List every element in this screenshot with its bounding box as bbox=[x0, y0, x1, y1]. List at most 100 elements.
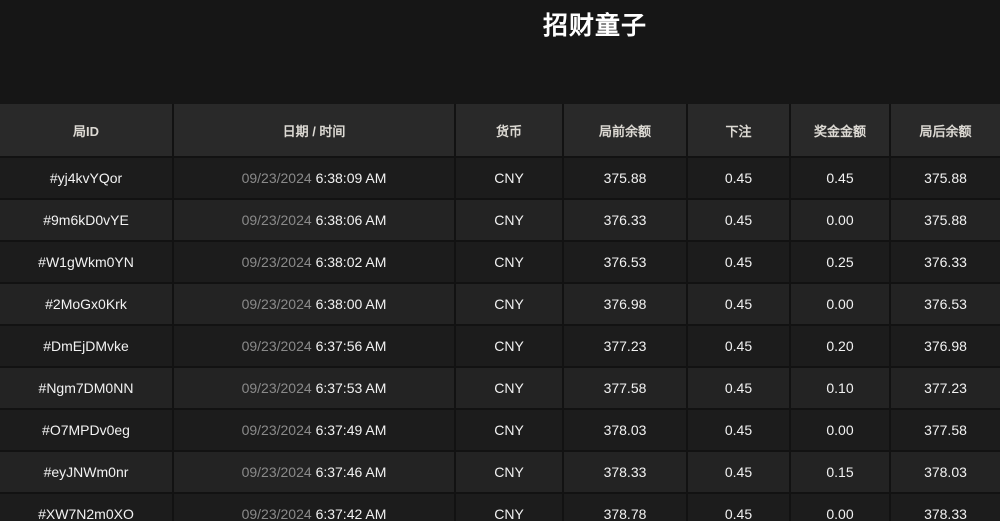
balance-before-cell: 375.88 bbox=[563, 157, 688, 200]
currency-cell: CNY bbox=[455, 283, 564, 326]
table-row: #O7MPDv0eg 09/23/2024 6:37:49 AM CNY 378.03… bbox=[0, 409, 1000, 452]
datetime-cell: 09/23/2024 6:37:56 AM bbox=[173, 325, 456, 368]
bet-cell: 0.45 bbox=[687, 325, 791, 368]
date-text: 09/23/2024 bbox=[241, 338, 312, 354]
balance-before-cell: 377.23 bbox=[563, 325, 688, 368]
date-text: 09/23/2024 bbox=[241, 296, 312, 312]
balance-after-cell: 378.03 bbox=[890, 451, 1000, 494]
column-header-prize: 奖金金额 bbox=[790, 104, 891, 158]
date-text: 09/23/2024 bbox=[241, 422, 312, 438]
balance-after-cell: 378.33 bbox=[890, 493, 1000, 521]
prize-cell: 0.00 bbox=[790, 493, 891, 521]
table-row: #DmEjDMvke 09/23/2024 6:37:56 AM CNY 377.23… bbox=[0, 325, 1000, 368]
balance-before-cell: 376.53 bbox=[563, 241, 688, 284]
balance-after-cell: 376.33 bbox=[890, 241, 1000, 284]
currency-cell: CNY bbox=[455, 157, 564, 200]
bet-cell: 0.45 bbox=[687, 493, 791, 521]
table-row: #yj4kvYQor 09/23/2024 6:38:09 AM CNY 375.88… bbox=[0, 157, 1000, 200]
bet-cell: 0.45 bbox=[687, 409, 791, 452]
balance-after-cell: 377.58 bbox=[890, 409, 1000, 452]
currency-cell: CNY bbox=[455, 199, 564, 242]
time-text: 6:38:02 AM bbox=[315, 254, 387, 270]
game-id-cell: #O7MPDv0eg bbox=[0, 409, 174, 452]
balance-before-cell: 378.78 bbox=[563, 493, 688, 521]
currency-cell: CNY bbox=[455, 325, 564, 368]
bet-cell: 0.45 bbox=[687, 367, 791, 410]
table-header: 局ID 日期 / 时间 货币 局前余额 下注 奖金金额 局后余额 bbox=[0, 104, 1000, 158]
balance-before-cell: 376.98 bbox=[563, 283, 688, 326]
column-header-game-id: 局ID bbox=[0, 104, 174, 158]
game-id-cell: #2MoGx0Krk bbox=[0, 283, 174, 326]
datetime-cell: 09/23/2024 6:37:46 AM bbox=[173, 451, 456, 494]
prize-cell: 0.00 bbox=[790, 283, 891, 326]
time-text: 6:37:49 AM bbox=[315, 422, 387, 438]
datetime-cell: 09/23/2024 6:37:42 AM bbox=[173, 493, 456, 521]
table-row: #XW7N2m0XO 09/23/2024 6:37:42 AM CNY 378.78… bbox=[0, 493, 1000, 521]
prize-cell: 0.45 bbox=[790, 157, 891, 200]
currency-cell: CNY bbox=[455, 409, 564, 452]
page-title: 招财童子 bbox=[542, 12, 647, 40]
balance-before-cell: 376.33 bbox=[563, 199, 688, 242]
table-row: #eyJNWm0nr 09/23/2024 6:37:46 AM CNY 378.33… bbox=[0, 451, 1000, 494]
date-text: 09/23/2024 bbox=[241, 212, 312, 228]
balance-before-cell: 378.33 bbox=[563, 451, 688, 494]
date-text: 09/23/2024 bbox=[241, 170, 312, 186]
prize-cell: 0.25 bbox=[790, 241, 891, 284]
datetime-cell: 09/23/2024 6:37:49 AM bbox=[173, 409, 456, 452]
time-text: 6:37:46 AM bbox=[315, 464, 387, 480]
game-history-table: 局ID 日期 / 时间 货币 局前余额 下注 奖金金额 局后余额 #yj4kvY… bbox=[0, 104, 1000, 521]
date-text: 09/23/2024 bbox=[241, 254, 312, 270]
date-text: 09/23/2024 bbox=[241, 380, 312, 396]
prize-cell: 0.20 bbox=[790, 325, 891, 368]
game-id-cell: #9m6kD0vYE bbox=[0, 199, 174, 242]
table-row: #Ngm7DM0NN 09/23/2024 6:37:53 AM CNY 377.58… bbox=[0, 367, 1000, 410]
prize-cell: 0.00 bbox=[790, 409, 891, 452]
time-text: 6:38:06 AM bbox=[315, 212, 387, 228]
prize-cell: 0.00 bbox=[790, 199, 891, 242]
column-header-bet: 下注 bbox=[687, 104, 791, 158]
time-text: 6:37:53 AM bbox=[315, 380, 387, 396]
date-text: 09/23/2024 bbox=[241, 506, 312, 521]
column-header-balance-before: 局前余额 bbox=[563, 104, 688, 158]
balance-before-cell: 377.58 bbox=[563, 367, 688, 410]
datetime-cell: 09/23/2024 6:38:02 AM bbox=[173, 241, 456, 284]
currency-cell: CNY bbox=[455, 493, 564, 521]
balance-after-cell: 375.88 bbox=[890, 199, 1000, 242]
time-text: 6:38:09 AM bbox=[315, 170, 387, 186]
balance-after-cell: 377.23 bbox=[890, 367, 1000, 410]
column-header-balance-after: 局后余额 bbox=[890, 104, 1000, 158]
currency-cell: CNY bbox=[455, 451, 564, 494]
prize-cell: 0.10 bbox=[790, 367, 891, 410]
table-row: #W1gWkm0YN 09/23/2024 6:38:02 AM CNY 376.53… bbox=[0, 241, 1000, 284]
balance-before-cell: 378.03 bbox=[563, 409, 688, 452]
table-body: #yj4kvYQor 09/23/2024 6:38:09 AM CNY 375.88… bbox=[0, 157, 1000, 521]
column-header-currency: 货币 bbox=[455, 104, 564, 158]
table-header-row: 局ID 日期 / 时间 货币 局前余额 下注 奖金金额 局后余额 bbox=[0, 104, 1000, 158]
datetime-cell: 09/23/2024 6:38:09 AM bbox=[173, 157, 456, 200]
time-text: 6:38:00 AM bbox=[315, 296, 387, 312]
balance-after-cell: 376.53 bbox=[890, 283, 1000, 326]
datetime-cell: 09/23/2024 6:38:00 AM bbox=[173, 283, 456, 326]
bet-cell: 0.45 bbox=[687, 157, 791, 200]
balance-after-cell: 376.98 bbox=[890, 325, 1000, 368]
game-id-cell: #yj4kvYQor bbox=[0, 157, 174, 200]
game-id-cell: #W1gWkm0YN bbox=[0, 241, 174, 284]
datetime-cell: 09/23/2024 6:38:06 AM bbox=[173, 199, 456, 242]
game-id-cell: #Ngm7DM0NN bbox=[0, 367, 174, 410]
bet-cell: 0.45 bbox=[687, 283, 791, 326]
bet-cell: 0.45 bbox=[687, 241, 791, 284]
game-id-cell: #XW7N2m0XO bbox=[0, 493, 174, 521]
prize-cell: 0.15 bbox=[790, 451, 891, 494]
bet-cell: 0.45 bbox=[687, 199, 791, 242]
game-id-cell: #DmEjDMvke bbox=[0, 325, 174, 368]
datetime-cell: 09/23/2024 6:37:53 AM bbox=[173, 367, 456, 410]
bet-cell: 0.45 bbox=[687, 451, 791, 494]
title-bar: 招财童子 bbox=[0, 0, 1000, 104]
date-text: 09/23/2024 bbox=[241, 464, 312, 480]
table-row: #2MoGx0Krk 09/23/2024 6:38:00 AM CNY 376.98… bbox=[0, 283, 1000, 326]
currency-cell: CNY bbox=[455, 367, 564, 410]
game-id-cell: #eyJNWm0nr bbox=[0, 451, 174, 494]
time-text: 6:37:56 AM bbox=[315, 338, 387, 354]
time-text: 6:37:42 AM bbox=[315, 506, 387, 521]
table-row: #9m6kD0vYE 09/23/2024 6:38:06 AM CNY 376.33… bbox=[0, 199, 1000, 242]
